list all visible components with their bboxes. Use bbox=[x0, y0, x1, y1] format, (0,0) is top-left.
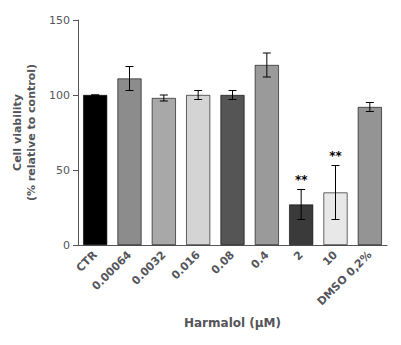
svg-text:**: ** bbox=[329, 149, 342, 163]
svg-text:0: 0 bbox=[63, 239, 70, 252]
svg-text:100: 100 bbox=[49, 89, 70, 102]
svg-text:Cell viability: Cell viability bbox=[11, 94, 24, 171]
svg-text:(% relative to control): (% relative to control) bbox=[25, 64, 38, 201]
svg-text:150: 150 bbox=[49, 14, 70, 27]
svg-text:10: 10 bbox=[320, 248, 340, 268]
svg-text:0.4: 0.4 bbox=[248, 248, 271, 271]
svg-text:0.0032: 0.0032 bbox=[129, 248, 168, 287]
svg-text:0.00064: 0.00064 bbox=[90, 248, 135, 293]
svg-text:0.08: 0.08 bbox=[209, 248, 237, 276]
svg-text:DMSO 0,2%: DMSO 0,2% bbox=[315, 248, 375, 308]
svg-text:Harmalol (μM): Harmalol (μM) bbox=[184, 316, 281, 330]
svg-text:CTR: CTR bbox=[74, 248, 101, 275]
svg-text:2: 2 bbox=[291, 248, 306, 263]
svg-text:**: ** bbox=[295, 173, 308, 187]
svg-text:0.016: 0.016 bbox=[169, 248, 203, 282]
svg-text:50: 50 bbox=[56, 164, 70, 177]
